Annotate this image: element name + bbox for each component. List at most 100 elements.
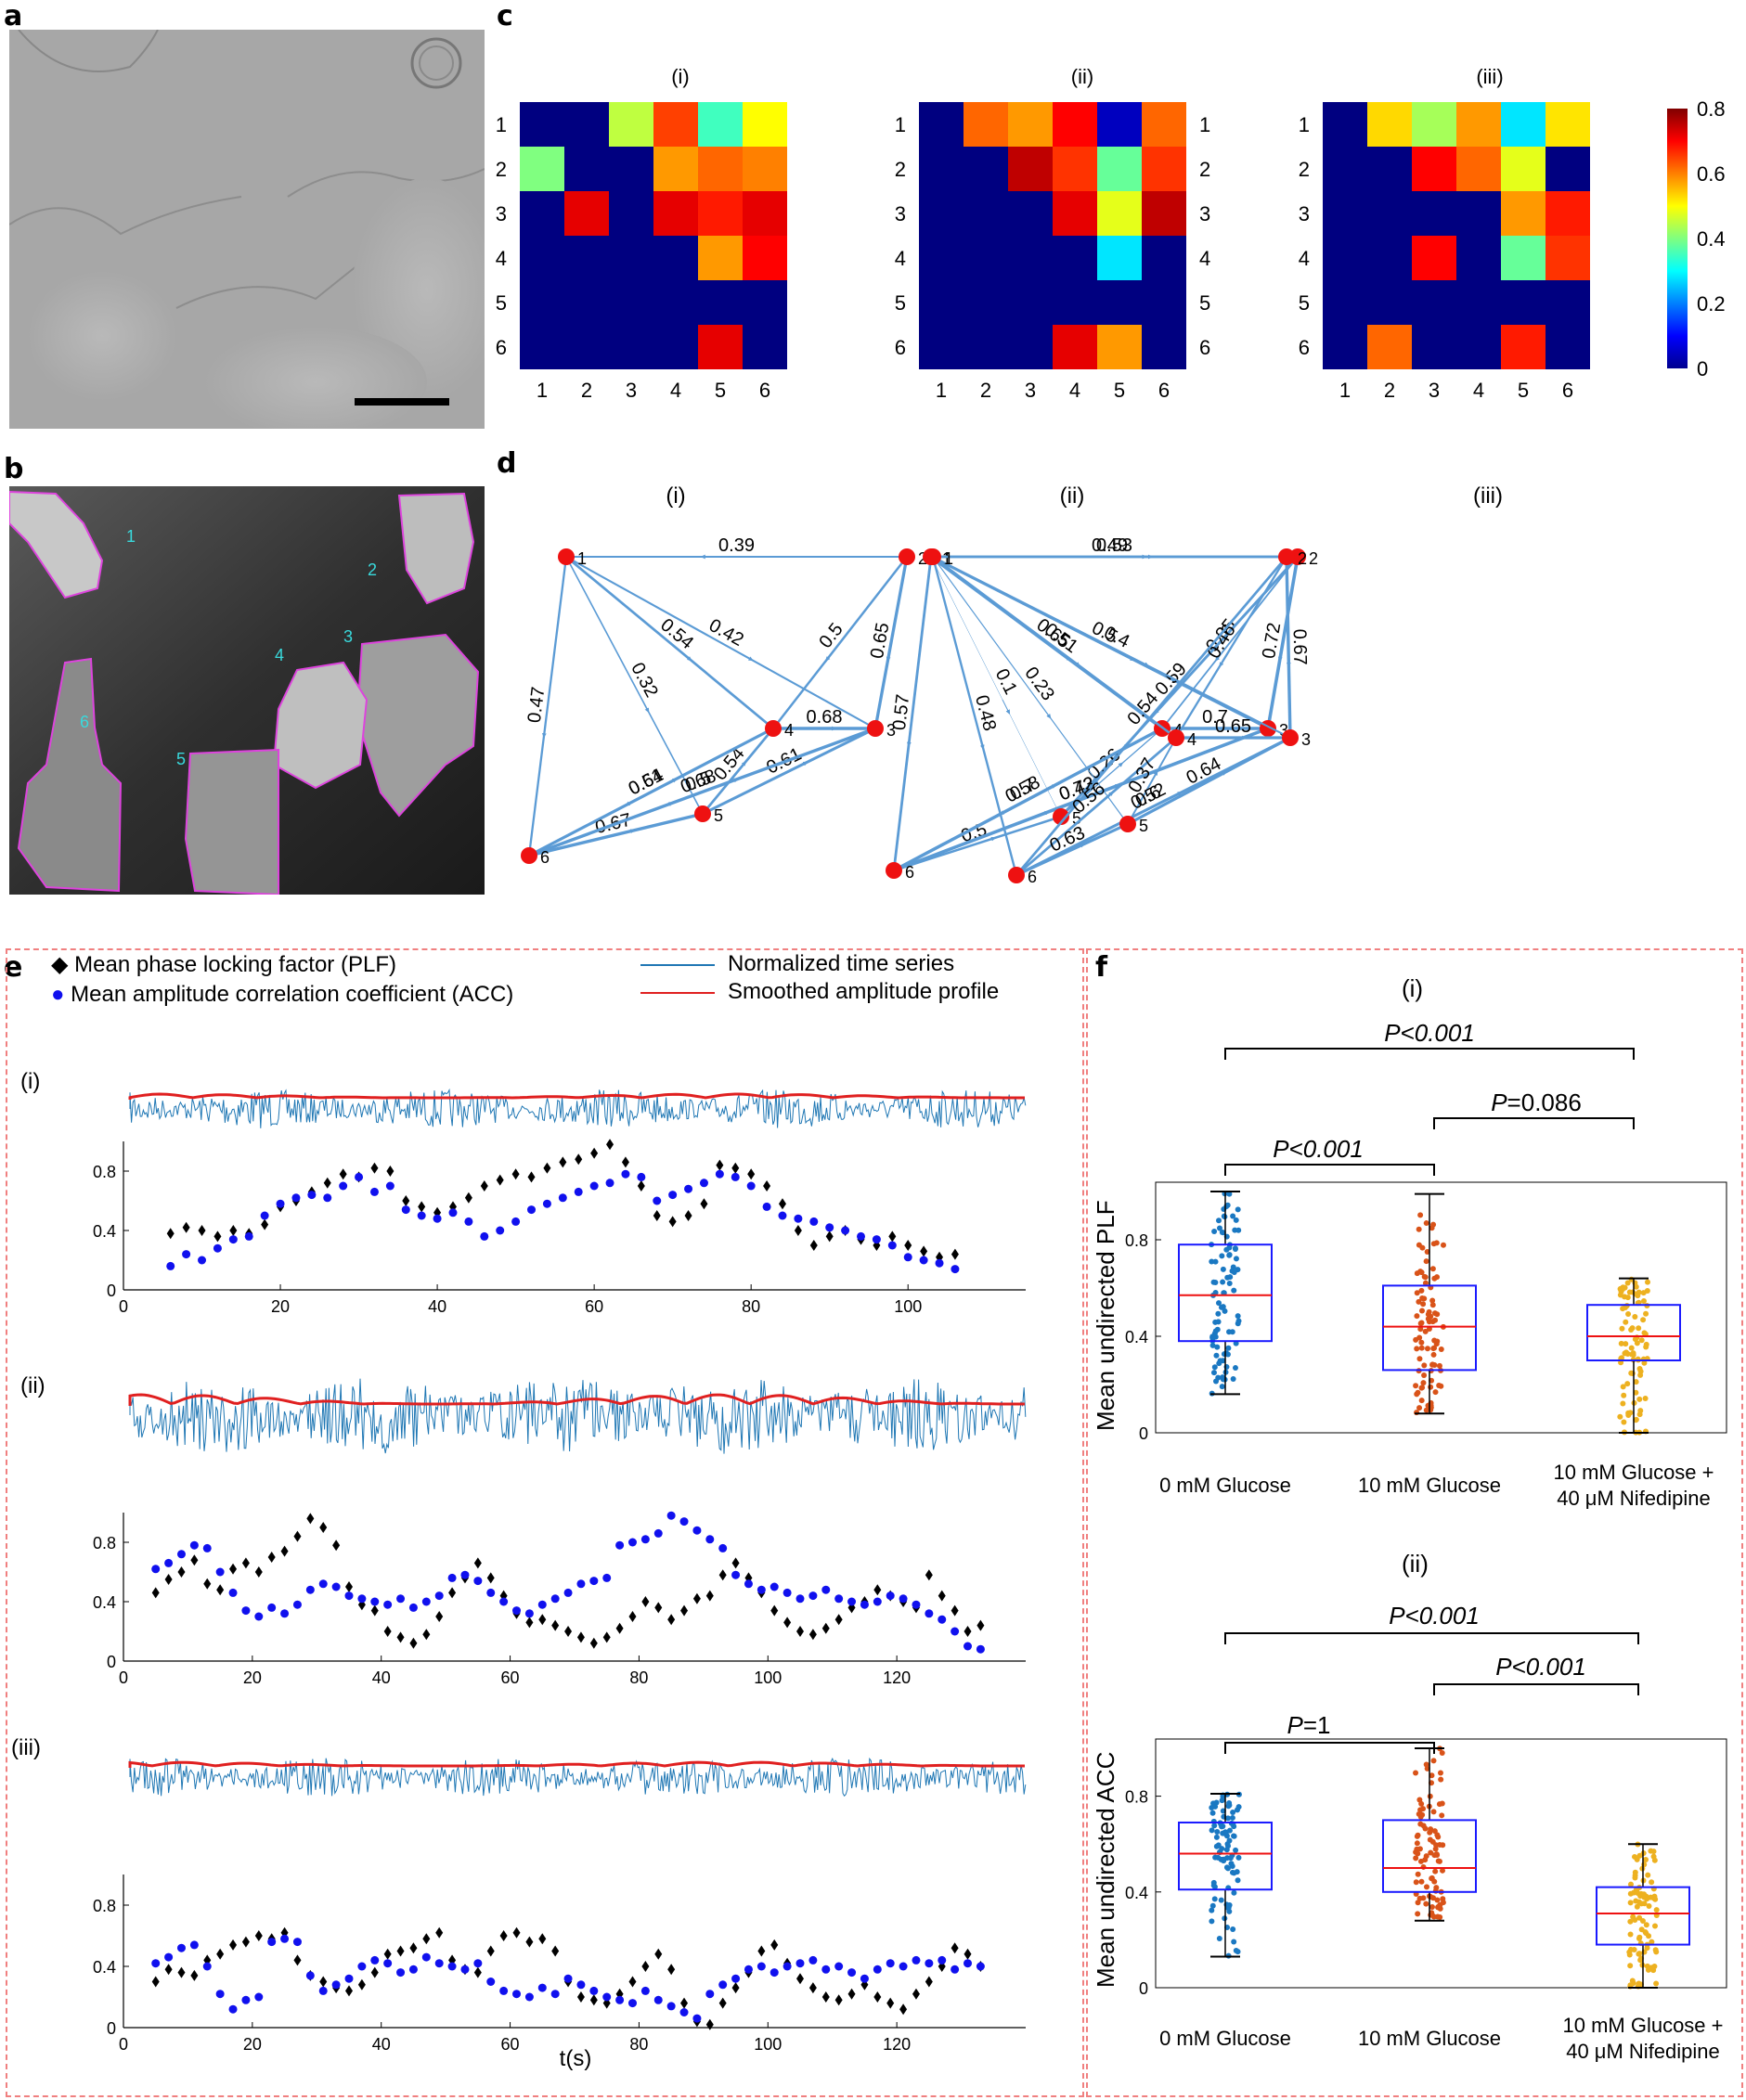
data-point: [1416, 1810, 1422, 1817]
network-edge: [892, 556, 933, 871]
time-series-panel: 0 0.4 0.8 0 20 40 60 80 100 0 0.4 0.8 0 20 40 60 80 100 1…: [93, 1088, 1027, 2071]
data-point: [1427, 1829, 1433, 1836]
acc-point: [370, 1955, 380, 1965]
data-point: [1428, 1384, 1434, 1390]
plf-point: [667, 1614, 676, 1626]
data-point: [1424, 1765, 1430, 1771]
data-point: [1216, 1225, 1222, 1231]
network-edge-arrow: [1129, 655, 1150, 667]
acc-point: [666, 1511, 676, 1520]
network-edge: [527, 556, 568, 857]
acc-point: [292, 1600, 302, 1609]
network-edge: [1175, 556, 1287, 739]
acc-point: [886, 1591, 895, 1601]
plf-point: [847, 1988, 856, 2000]
data-point: [1418, 1878, 1425, 1885]
x-axis-label: t(s): [560, 2046, 592, 2071]
heatmap-cell: [1053, 147, 1097, 191]
acc-point: [396, 1594, 406, 1604]
data-point: [1419, 1385, 1426, 1391]
data-point: [1220, 1304, 1226, 1310]
data-point: [1233, 1256, 1239, 1262]
group-label: 40 μM Nifedipine: [1557, 1487, 1711, 1510]
sig-bracket: [1433, 1683, 1639, 1695]
data-point: [1416, 1356, 1423, 1362]
acc-point: [679, 1517, 689, 1527]
group-label: 40 μM Nifedipine: [1566, 2040, 1720, 2063]
acc-point: [770, 1582, 779, 1591]
box: [1178, 1821, 1273, 1891]
acc-point: [260, 1211, 269, 1220]
acc-point: [692, 2014, 702, 2023]
brightfield-image: [9, 30, 485, 429]
network-edge-arrow: [1041, 805, 1063, 815]
row-tick-label: 3: [1299, 202, 1310, 225]
data-point: [1640, 1290, 1647, 1296]
x-tick-label: 60: [501, 1668, 520, 1687]
heatmap-cell: [1008, 325, 1053, 369]
acc-point: [576, 1579, 586, 1589]
data-point: [1216, 1217, 1222, 1224]
acc-point: [873, 1597, 882, 1606]
data-point: [1220, 1279, 1226, 1285]
data-point: [1424, 1346, 1430, 1352]
acc-point: [794, 1214, 803, 1223]
data-point: [1220, 1374, 1226, 1381]
plf-point: [151, 1976, 160, 1988]
acc-point: [899, 1594, 908, 1604]
data-point: [1620, 1306, 1626, 1312]
plf-point: [925, 1976, 933, 1988]
acc-point: [318, 1579, 328, 1589]
acc-point: [834, 1594, 844, 1604]
network-edge-arrow: [978, 731, 985, 751]
data-point: [1653, 1907, 1660, 1913]
plf-point: [590, 1147, 599, 1159]
network-node: [1008, 867, 1025, 883]
plf-point: [383, 1948, 392, 1960]
acc-point: [164, 1952, 174, 1962]
plf-point: [473, 1966, 482, 1978]
data-point: [1631, 1947, 1637, 1953]
data-point: [1620, 1400, 1626, 1407]
plf-point: [480, 1180, 488, 1192]
plf-point: [370, 1604, 379, 1617]
acc-point: [563, 1588, 573, 1597]
node-label: 5: [1139, 817, 1148, 835]
data-point: [1432, 1887, 1439, 1894]
acc-point: [679, 2008, 689, 2016]
network-edge: [702, 727, 876, 816]
box: [1382, 1284, 1477, 1372]
row-tick-label: 5: [895, 291, 906, 315]
heatmap-cell: [653, 102, 698, 147]
data-point: [1652, 1947, 1659, 1953]
network-edge-arrow: [985, 836, 997, 842]
roi-overlay: 1 2 3 4 5 6: [9, 486, 485, 895]
heatmap-cell: [1546, 147, 1590, 191]
acc-point: [331, 1980, 341, 1990]
colorbar-tick: 0.6: [1697, 162, 1726, 186]
plf-point: [525, 1936, 534, 1948]
acc-point: [176, 1943, 186, 1952]
data-point: [1414, 1270, 1420, 1277]
heatmap-cell: [698, 280, 743, 325]
data-point: [1223, 1246, 1230, 1253]
edge-weight-label: 0.49: [1092, 535, 1128, 556]
row-tick-label: 5: [1199, 291, 1210, 315]
row-tick-label: 5: [1299, 291, 1310, 315]
data-point: [1643, 1930, 1649, 1937]
data-point: [1427, 1793, 1433, 1799]
acc-point: [576, 1980, 586, 1990]
acc-point: [305, 1971, 315, 1980]
acc-point: [731, 1974, 741, 1983]
data-point: [1415, 1911, 1421, 1917]
acc-point: [499, 1597, 509, 1606]
heatmap-cell: [1097, 147, 1142, 191]
heatmap-cell: [1323, 102, 1367, 147]
data-point: [1637, 1893, 1644, 1900]
data-point: [1424, 1249, 1430, 1256]
plf-point: [575, 1153, 583, 1166]
edge-weight-label: 0.67: [1289, 629, 1311, 665]
acc-point: [976, 1644, 985, 1654]
network-edge-arrow: [825, 651, 834, 662]
acc-point: [795, 1594, 805, 1604]
